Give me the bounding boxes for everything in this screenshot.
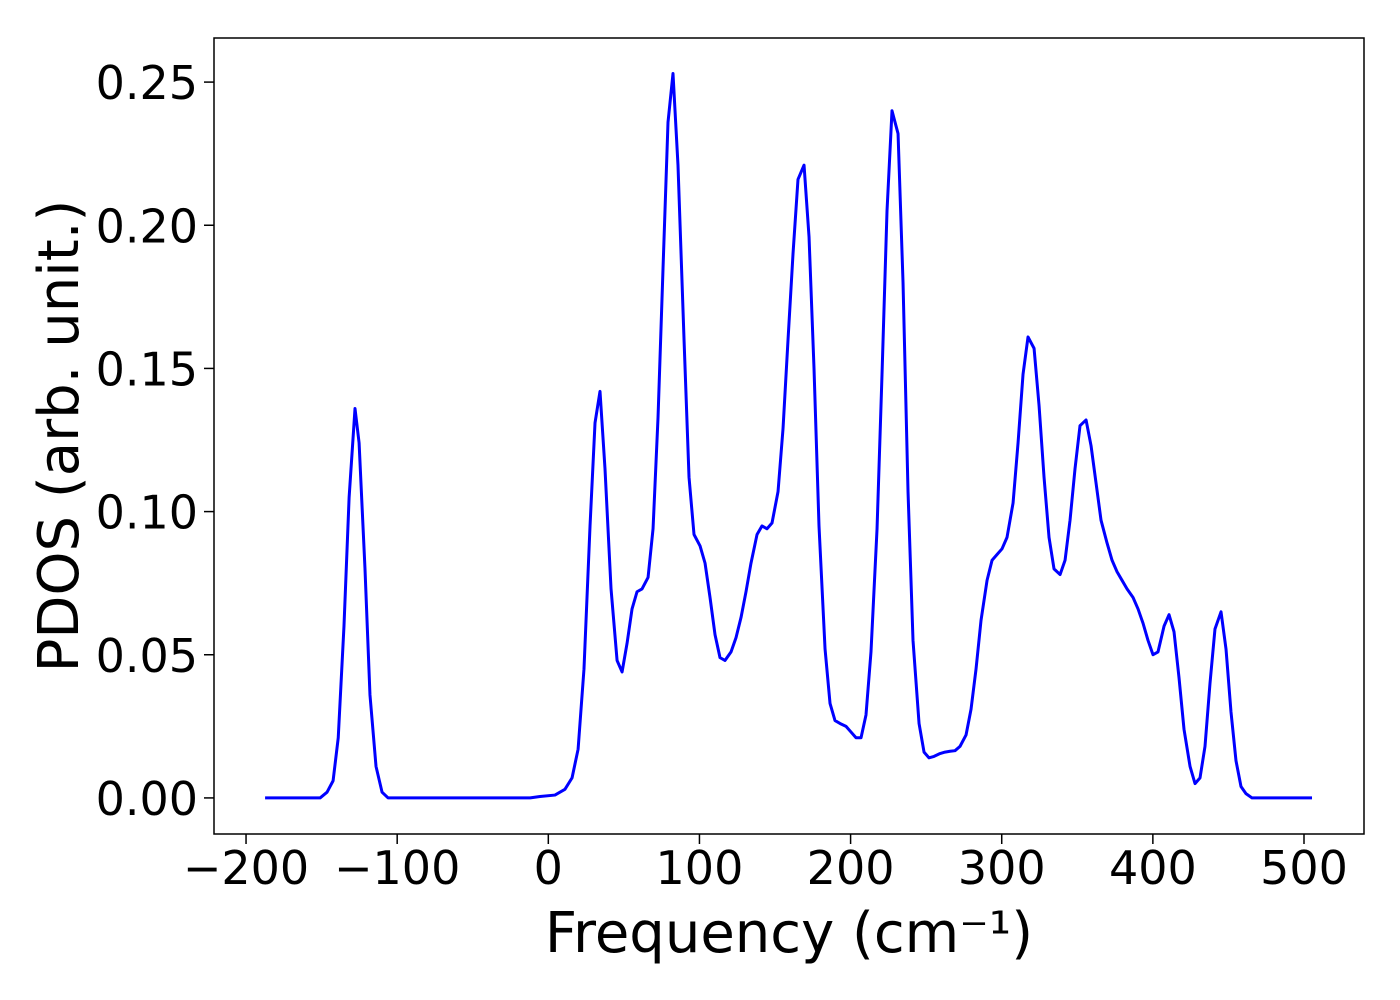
x-axis-label: Frequency (cm⁻¹) xyxy=(545,901,1033,966)
x-tick-label: 400 xyxy=(1109,841,1197,895)
plot-frame xyxy=(213,37,1365,835)
y-tick-label: 0.15 xyxy=(96,342,198,396)
x-tick-label: −200 xyxy=(183,841,309,895)
y-tick-label: 0.05 xyxy=(96,629,198,683)
y-tick-label: 0.20 xyxy=(96,199,198,253)
x-tick-label: −100 xyxy=(334,841,460,895)
y-tick-label: 0.00 xyxy=(96,772,198,826)
x-tick-label: 200 xyxy=(807,841,895,895)
x-tick-label: 100 xyxy=(656,841,744,895)
y-tick-label: 0.25 xyxy=(96,56,198,110)
x-tick-label: 300 xyxy=(958,841,1046,895)
pdos-line xyxy=(265,72,1313,800)
x-tick-label: 500 xyxy=(1260,841,1348,895)
y-tick-label: 0.10 xyxy=(96,486,198,540)
y-axis-label: PDOS (arb. unit.) xyxy=(27,200,92,673)
x-tick-label: 0 xyxy=(534,841,563,895)
